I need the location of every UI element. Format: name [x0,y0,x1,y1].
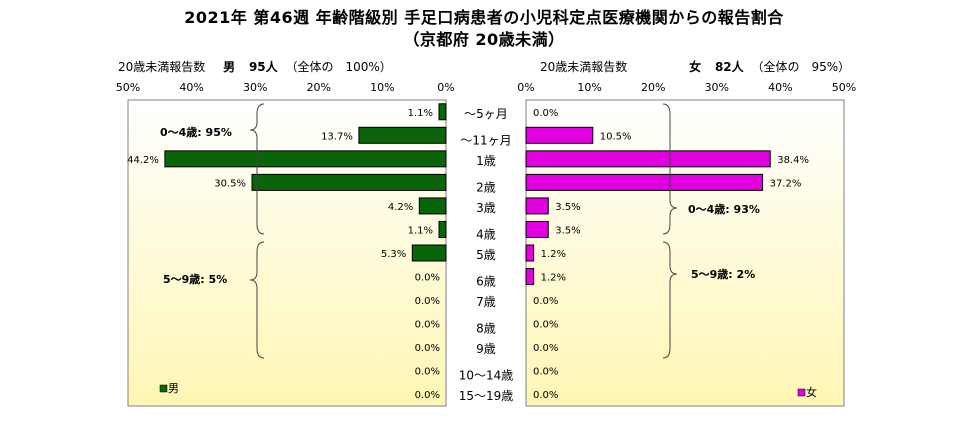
male-bar-label: 0.0% [415,273,440,284]
category-label: 8歳 [476,322,496,336]
male-tick-label: 0% [437,81,454,94]
female-bar [525,126,594,144]
male-bar-label: 0.0% [415,367,440,378]
male-value-labels: 1.1% 13.7% 44.2% 30.5% 4.2% 1.1% 5.3% 0.0% 0.0% 0… [127,108,440,401]
male-bar [438,220,447,238]
male-legend-swatch [159,384,168,393]
male-tick-label: 40% [179,81,203,94]
male-bar-label: 0.0% [415,390,440,401]
female-brace-0-4 [662,103,678,235]
female-bar-label: 1.2% [541,273,566,284]
female-value-labels: 0.0% 10.5% 38.4% 37.2% 3.5% 3.5% 1.2% 1.2% 0.0% 0… [533,108,809,401]
female-header: 20歳未満報告数 女 82人 （全体の 95%） [540,58,850,75]
female-legend-swatch [797,388,806,397]
male-annotation-0-4: 0～4歳: 95% [160,125,232,139]
male-bar-label: 5.3% [381,249,406,260]
female-header-label: 20歳未満報告数 [540,60,628,74]
male-bar [164,150,447,168]
male-bars [164,103,447,262]
male-bar [358,126,447,144]
chart-title: 2021年 第46週 年齢階級別 手足口病患者の小児科定点医療機関からの報告割合 [184,8,784,27]
female-bar-label: 0.0% [533,343,558,354]
male-bar-label: 44.2% [127,155,159,166]
category-label: 4歳 [476,227,496,241]
female-bar [525,150,771,168]
category-label: 5歳 [476,248,496,262]
female-bar [525,197,549,215]
female-tick-label: 30% [705,81,729,94]
male-bar [251,173,447,191]
female-bar-label: 1.2% [541,249,566,260]
male-tick-label: 50% [116,81,140,94]
female-tick-label: 20% [641,81,665,94]
male-axis-ticks: 0% 10% 20% 30% 40% 50% [116,81,455,94]
category-label: ～5ヶ月 [464,107,508,121]
male-bar-label: 13.7% [321,131,353,142]
male-bar-label: 4.2% [388,202,413,213]
female-header-count: 82人 [714,60,744,74]
female-bar-label: 3.5% [555,225,580,236]
male-tick-label: 20% [307,81,331,94]
category-label: 6歳 [476,275,496,289]
male-bar [411,244,447,262]
male-brace-0-4 [249,103,265,235]
male-brace-5-9 [249,241,265,359]
male-bar [418,197,447,215]
male-header-label: 20歳未満報告数 [118,60,206,74]
female-bar-label: 0.0% [533,320,558,331]
male-header-count: 95人 [248,60,278,74]
female-bar [525,244,535,262]
female-bar [525,173,764,191]
male-bar-label: 0.0% [415,296,440,307]
female-bar-label: 0.0% [533,390,558,401]
female-plot-area [525,99,845,407]
male-bar-label: 0.0% [415,320,440,331]
male-bar-label: 30.5% [214,178,246,189]
male-tick-label: 30% [243,81,267,94]
male-header-share: （全体の 100%） [285,60,392,74]
female-brace-5-9 [662,241,678,359]
category-label: 1歳 [476,154,496,168]
female-tick-label: 50% [832,81,856,94]
female-bar-label: 10.5% [600,131,632,142]
female-axis-ticks: 0% 10% 20% 30% 40% 50% [517,81,856,94]
category-labels: ～5ヶ月 ～11ヶ月 1歳 2歳 3歳 4歳 5歳 6歳 7歳 8歳 9歳 10～14歳 15～19歳 [459,107,514,403]
category-label: ～11ヶ月 [460,133,511,147]
category-label: 9歳 [476,342,496,356]
female-bar-label: 0.0% [533,108,558,119]
male-bar [438,103,447,121]
male-header-sex: 男 [223,60,236,74]
chart-subtitle: （京都府 20歳未満） [403,30,565,49]
female-bar-label: 3.5% [555,202,580,213]
category-label: 10～14歳 [459,369,514,383]
female-header-share: （全体の 95%） [751,60,851,74]
female-bars [525,126,771,286]
female-tick-label: 0% [517,81,534,94]
female-bar-label: 38.4% [777,155,809,166]
male-tick-label: 10% [370,81,394,94]
category-label: 15～19歳 [459,389,514,403]
male-bar-label: 1.1% [408,225,433,236]
category-label: 7歳 [476,295,496,309]
male-bar-label: 0.0% [415,343,440,354]
male-bar-label: 1.1% [408,108,433,119]
category-label: 3歳 [476,201,496,215]
female-tick-label: 10% [577,81,601,94]
female-bar [525,268,535,286]
female-bar [525,220,549,238]
female-tick-label: 40% [768,81,792,94]
male-legend-label: 男 [168,382,179,395]
category-label: 2歳 [476,180,496,194]
female-header-sex: 女 [689,60,702,74]
female-bar-label: 37.2% [770,178,802,189]
female-legend-label: 女 [806,385,817,399]
male-header: 20歳未満報告数 男 95人 （全体の 100%） [118,58,392,75]
male-annotation-5-9: 5～9歳: 5% [163,272,227,286]
female-annotation-0-4: 0～4歳: 93% [688,202,760,216]
female-bar-label: 0.0% [533,367,558,378]
female-annotation-5-9: 5～9歳: 2% [691,267,755,281]
female-bar-label: 0.0% [533,296,558,307]
